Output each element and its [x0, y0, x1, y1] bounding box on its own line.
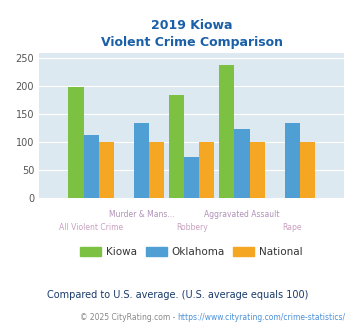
Text: © 2025 CityRating.com -: © 2025 CityRating.com -: [80, 313, 178, 322]
Text: https://www.cityrating.com/crime-statistics/: https://www.cityrating.com/crime-statist…: [178, 313, 346, 322]
Bar: [285, 123, 300, 198]
Bar: [219, 65, 234, 198]
Legend: Kiowa, Oklahoma, National: Kiowa, Oklahoma, National: [77, 244, 306, 260]
Bar: [149, 142, 164, 198]
Bar: [83, 135, 99, 198]
Text: All Violent Crime: All Violent Crime: [59, 223, 123, 232]
Bar: [99, 142, 114, 198]
Bar: [250, 142, 265, 198]
Bar: [300, 142, 315, 198]
Text: Compared to U.S. average. (U.S. average equals 100): Compared to U.S. average. (U.S. average …: [47, 290, 308, 300]
Bar: [234, 129, 250, 198]
Bar: [184, 157, 199, 198]
Title: 2019 Kiowa
Violent Crime Comparison: 2019 Kiowa Violent Crime Comparison: [101, 19, 283, 49]
Bar: [134, 123, 149, 198]
Bar: [69, 87, 83, 198]
Text: Robbery: Robbery: [176, 223, 208, 232]
Text: Murder & Mans...: Murder & Mans...: [109, 210, 174, 218]
Bar: [169, 95, 184, 198]
Text: Rape: Rape: [283, 223, 302, 232]
Bar: [199, 142, 214, 198]
Text: Aggravated Assault: Aggravated Assault: [204, 210, 280, 218]
